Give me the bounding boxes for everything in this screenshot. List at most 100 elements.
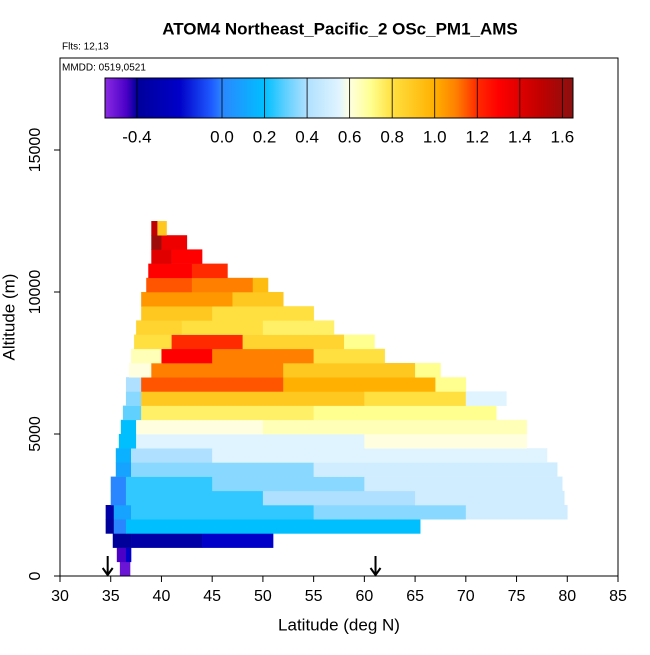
plot-frame: [59, 57, 619, 577]
x-tick-label: 70: [457, 588, 475, 605]
cell: [232, 292, 284, 307]
cell: [262, 419, 527, 435]
cell: [344, 334, 375, 350]
x-tick-label: 40: [153, 588, 171, 605]
cell: [113, 505, 132, 520]
cell: [119, 561, 131, 577]
cell: [262, 490, 416, 506]
cell: [161, 235, 188, 250]
cell: [136, 434, 365, 449]
x-tick-label: 45: [203, 588, 221, 605]
cell: [435, 377, 467, 392]
cell: [105, 519, 115, 534]
colorbar-tick-label: 1.6: [551, 127, 575, 146]
cell: [151, 249, 172, 264]
cell: [283, 377, 436, 392]
chart-title: ATOM4 Northeast_Pacific_2 OSc_PM1_AMS: [162, 19, 518, 38]
arrow: [369, 556, 382, 577]
x-tick-label: 65: [406, 588, 424, 605]
cell: [313, 348, 385, 364]
cell: [212, 348, 314, 364]
cell: [131, 505, 314, 520]
x-tick-label: 50: [254, 588, 272, 605]
cell: [122, 405, 142, 421]
colorbar-tick-label: -0.4: [122, 127, 151, 146]
cell: [151, 235, 162, 250]
cell: [141, 306, 213, 321]
y-tick-label: 15000: [27, 128, 44, 173]
cell: [110, 490, 127, 506]
cell: [171, 249, 203, 264]
cell: [105, 505, 115, 520]
cell: [115, 448, 132, 463]
cell: [161, 348, 213, 364]
cell: [313, 405, 497, 421]
cell: [125, 519, 421, 534]
cell: [125, 476, 213, 492]
cell: [141, 405, 314, 421]
y-tick-label: 5000: [27, 416, 44, 452]
y-axis-label: Altitude (m): [0, 274, 18, 361]
cell: [181, 292, 233, 307]
cell: [120, 419, 137, 435]
cell: [136, 320, 183, 335]
cell: [364, 434, 527, 449]
colorbar-tick-label: 0.4: [295, 127, 319, 146]
arrow: [101, 556, 114, 577]
cell: [212, 306, 314, 321]
colorbar-tick-label: 0.0: [210, 127, 234, 146]
cell: [125, 391, 142, 406]
cell: [134, 334, 172, 350]
cell: [191, 277, 254, 293]
cell: [141, 292, 183, 307]
note: MMDD: 0519,0521: [62, 63, 146, 74]
cell: [151, 363, 284, 378]
cell: [125, 547, 132, 563]
cell: [115, 462, 132, 477]
colorbar-tick-label: 1.2: [465, 127, 489, 146]
x-tick-label: 80: [558, 588, 576, 605]
cell: [181, 320, 264, 335]
cell: [113, 519, 127, 534]
cell: [110, 476, 127, 492]
cell: [141, 377, 284, 392]
x-tick-label: 60: [355, 588, 373, 605]
cell: [364, 391, 467, 406]
cell: [148, 263, 193, 279]
cell: [125, 490, 264, 506]
x-tick-label: 85: [609, 588, 627, 605]
cell: [364, 476, 563, 492]
cell: [157, 221, 167, 236]
cell: [313, 462, 558, 477]
cell: [283, 363, 416, 378]
y-tick-label: 10000: [27, 270, 44, 315]
cell: [141, 391, 365, 406]
cell: [131, 462, 314, 477]
cell: [125, 377, 142, 392]
cell: [465, 391, 507, 406]
cell: [136, 419, 264, 435]
x-tick-label: 75: [508, 588, 526, 605]
cell: [313, 505, 467, 520]
cell: [212, 476, 365, 492]
cell: [112, 533, 132, 548]
cell: [128, 363, 152, 378]
cell: [118, 434, 137, 449]
cell: [242, 334, 345, 350]
colorbar-tick-label: 1.0: [423, 127, 447, 146]
cell: [131, 448, 213, 463]
y-tick-label: 0: [27, 571, 44, 580]
note: Flts: 12,13: [62, 42, 109, 53]
cell: [191, 263, 228, 279]
colorbar: [104, 77, 574, 119]
colorbar-tick-label: 0.8: [380, 127, 404, 146]
x-axis-label: Latitude (deg N): [278, 615, 400, 634]
colorbar-tick-label: 0.2: [253, 127, 277, 146]
cell: [131, 533, 203, 548]
cell: [131, 348, 162, 364]
x-tick-label: 35: [102, 588, 120, 605]
x-tick-label: 55: [305, 588, 323, 605]
cell: [116, 547, 127, 563]
cell: [151, 221, 158, 236]
